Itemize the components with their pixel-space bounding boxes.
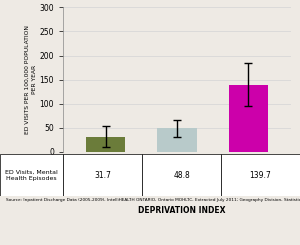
Bar [0,154,63,196]
Bar [142,154,221,196]
Bar [63,154,142,196]
Text: ED Visits, Mental
Health Episodes: ED Visits, Mental Health Episodes [5,170,58,181]
Text: 48.8: 48.8 [173,171,190,180]
Bar [86,137,125,152]
Bar [221,154,300,196]
Bar [229,85,268,152]
Text: 31.7: 31.7 [94,171,111,180]
Text: 139.7: 139.7 [250,171,272,180]
Text: DEPRIVATION INDEX: DEPRIVATION INDEX [138,206,225,215]
Y-axis label: ED VISITS PER 100,000 POPULATION
PER YEAR: ED VISITS PER 100,000 POPULATION PER YEA… [25,25,37,134]
Text: Source: Inpatient Discharge Data (2005-2009), IntelliHEALTH ONTARIO, Ontario MOH: Source: Inpatient Discharge Data (2005-2… [6,198,300,202]
Bar [158,128,196,152]
